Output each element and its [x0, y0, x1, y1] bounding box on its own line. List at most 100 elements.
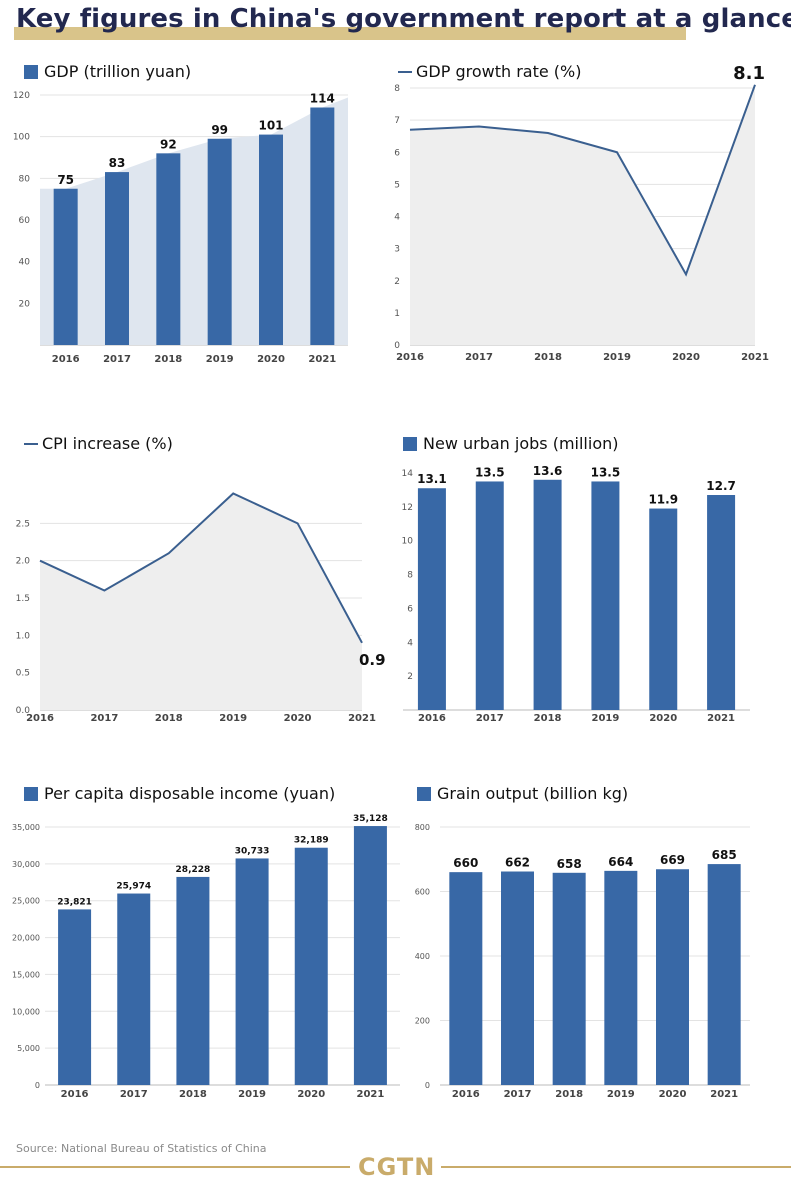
data-label: 114: [310, 92, 335, 106]
x-tick-label: 2017: [465, 352, 493, 363]
y-tick-label: 200: [415, 1017, 430, 1026]
y-tick-label: 2: [394, 277, 400, 287]
cpi-chart: CPI increase (%) 0.0 0.5 1.0 1.5 2.0 2.5 2016 20…: [16, 434, 386, 724]
data-label: 13.5: [591, 465, 621, 479]
x-tick-label: 2021: [348, 713, 376, 724]
x-tick-label: 2019: [607, 1089, 635, 1100]
cgtn-logo: CGTN: [358, 1153, 436, 1181]
legend-label: GDP (trillion yuan): [44, 62, 191, 81]
legend-marker: [24, 787, 38, 801]
x-tick-label: 2020: [297, 1089, 325, 1100]
y-tick-label: 7: [394, 116, 400, 126]
x-tick-label: 2017: [504, 1089, 532, 1100]
y-tick-label: 800: [415, 823, 430, 832]
x-tick-label: 2016: [418, 713, 446, 724]
x-tick-label: 2019: [591, 713, 619, 724]
y-tick-label: 100: [13, 133, 30, 143]
y-tick-label: 80: [19, 174, 31, 184]
legend-marker: [24, 65, 38, 79]
y-tick-label: 0: [425, 1081, 430, 1090]
bar: [259, 134, 283, 345]
y-tick-label: 4: [407, 638, 413, 648]
gdp-growth-chart: GDP growth rate (%) 0 1 2 3 4 5 6 7 8 2016 2017 2018…: [394, 62, 769, 363]
bar: [475, 481, 504, 710]
y-tick-label: 400: [415, 952, 430, 961]
bar: [105, 172, 129, 345]
bar: [353, 826, 387, 1085]
x-tick-label: 2020: [672, 352, 700, 363]
bar: [207, 138, 232, 345]
y-tick-label: 20: [19, 299, 31, 309]
background-area: [40, 97, 348, 345]
bar: [449, 872, 483, 1085]
bar: [656, 869, 689, 1085]
y-tick-label: 5,000: [17, 1044, 40, 1053]
x-tick-label: 2020: [257, 354, 285, 365]
bar: [591, 481, 620, 710]
bar: [53, 188, 78, 345]
y-tick-label: 8: [407, 571, 413, 581]
page-title: Key figures in China's government report…: [16, 4, 791, 34]
legend-marker: [417, 787, 431, 801]
x-tick-label: 2018: [555, 1089, 583, 1100]
x-tick-label: 2020: [649, 713, 677, 724]
x-tick-label: 2017: [476, 713, 504, 724]
y-tick-label: 30,000: [12, 860, 40, 869]
series-line: [409, 84, 756, 277]
bar: [417, 488, 446, 710]
disposable-income-chart: Per capita disposable income (yuan) 0 5,00…: [12, 784, 400, 1100]
grain-output-chart: Grain output (billion kg) 0 200 400 600 800 20…: [415, 784, 750, 1100]
x-tick-label: 2019: [238, 1089, 266, 1100]
data-label: 25,974: [116, 882, 151, 892]
bar: [501, 871, 534, 1085]
y-tick-label: 0: [35, 1081, 40, 1090]
data-label: 28,228: [176, 865, 211, 875]
x-tick-label: 2018: [179, 1089, 207, 1100]
data-label: 669: [660, 853, 685, 867]
gdp-chart: GDP (trillion yuan) 20 40 60 80 100 120 2016 201…: [13, 62, 348, 365]
data-label: 23,821: [57, 897, 92, 907]
title-highlight-bar: [14, 27, 686, 40]
x-tick-label: 2018: [154, 354, 182, 365]
data-label: 75: [57, 173, 74, 187]
y-tick-label: 0.0: [16, 706, 31, 716]
data-label: 8.1: [733, 63, 765, 84]
data-label: 12.7: [706, 479, 736, 493]
y-tick-label: 6: [394, 148, 400, 158]
brand-line-right: [441, 1166, 791, 1168]
x-tick-label: 2019: [219, 713, 247, 724]
data-label: 664: [608, 855, 633, 869]
data-label: 32,189: [294, 836, 329, 846]
bar: [310, 107, 335, 345]
data-label: 13.5: [475, 465, 505, 479]
x-tick-label: 2016: [396, 352, 424, 363]
series-line: [39, 492, 363, 644]
y-tick-label: 8: [394, 84, 400, 94]
x-tick-label: 2017: [120, 1089, 148, 1100]
x-tick-label: 2019: [603, 352, 631, 363]
x-tick-label: 2018: [155, 713, 183, 724]
y-tick-label: 10: [402, 537, 414, 547]
bar: [117, 893, 151, 1085]
x-tick-label: 2021: [741, 352, 769, 363]
data-label: 30,733: [235, 846, 270, 856]
x-tick-label: 2021: [356, 1089, 384, 1100]
y-tick-label: 1.0: [16, 631, 31, 641]
legend-marker: [403, 437, 417, 451]
area-fill: [410, 84, 755, 345]
y-tick-label: 10,000: [12, 1007, 40, 1016]
data-label: 92: [160, 137, 177, 151]
data-label: 13.1: [417, 472, 447, 486]
x-tick-label: 2018: [534, 713, 562, 724]
new-urban-jobs-chart: New urban jobs (million) 2 4 6 8 10 12 14 2016 20…: [402, 434, 750, 724]
bar: [707, 495, 736, 710]
y-tick-label: 4: [394, 213, 400, 223]
data-label: 685: [712, 848, 737, 862]
bar: [58, 909, 92, 1085]
legend-label: Per capita disposable income (yuan): [44, 784, 335, 803]
bar: [156, 153, 181, 345]
y-tick-label: 1: [394, 309, 400, 319]
y-tick-label: 1.5: [16, 594, 30, 604]
x-tick-label: 2019: [206, 354, 234, 365]
data-label: 99: [211, 123, 228, 137]
